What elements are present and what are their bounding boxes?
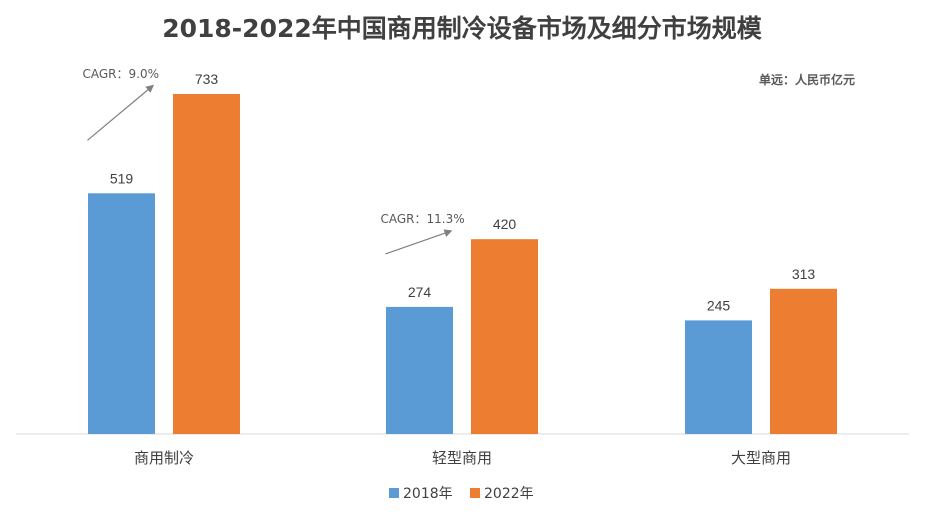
category-label-1: 商用制冷 — [134, 449, 194, 467]
category-label-2: 轻型商用 — [432, 449, 492, 467]
legend-swatch-2022 — [470, 488, 480, 498]
legend-label-2018: 2018年 — [403, 486, 453, 502]
cagr-label-2: CAGR：11.3% — [381, 212, 465, 226]
data-label-2018-1: 519 — [110, 170, 134, 186]
legend-swatch-2018 — [389, 488, 399, 498]
cagr-annotations: CAGR：9.0% CAGR：11.3% — [83, 67, 465, 255]
legend: 2018年 2022年 — [389, 486, 534, 502]
cagr-arrow-2 — [385, 229, 453, 255]
bar-2022-1 — [173, 94, 240, 434]
legend-label-2022: 2022年 — [484, 486, 534, 502]
chart-title: 2018-2022年中国商用制冷设备市场及细分市场规模 — [162, 14, 763, 43]
bar-2018-1 — [88, 193, 155, 434]
cagr-label-1: CAGR：9.0% — [83, 67, 160, 81]
data-label-2022-2: 420 — [493, 216, 517, 232]
unit-label: 单远：人民币亿元 — [759, 72, 855, 87]
bar-2018-3 — [685, 320, 752, 434]
bar-2018-2 — [386, 306, 453, 434]
data-label-2022-3: 313 — [792, 266, 816, 282]
data-label-2018-3: 245 — [707, 297, 731, 313]
bar-2022-2 — [471, 239, 538, 434]
bar-2022-3 — [770, 288, 837, 434]
data-label-2022-1: 733 — [195, 71, 219, 87]
category-labels: 商用制冷 轻型商用 大型商用 — [134, 449, 791, 467]
bars-group: 519 274 245 733 420 313 — [88, 71, 837, 434]
cagr-arrow-1 — [87, 84, 155, 141]
data-label-2018-2: 274 — [408, 284, 432, 300]
category-label-3: 大型商用 — [731, 449, 791, 467]
